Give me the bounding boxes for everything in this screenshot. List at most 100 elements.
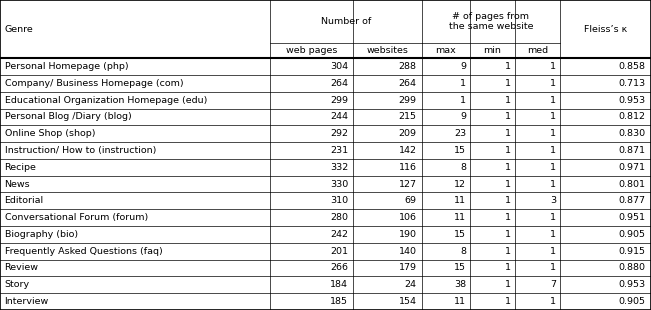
- Text: Company/ Business Homepage (com): Company/ Business Homepage (com): [5, 79, 183, 88]
- Text: 0.953: 0.953: [618, 96, 646, 105]
- Text: 304: 304: [330, 62, 348, 71]
- Text: 242: 242: [330, 230, 348, 239]
- Text: Educational Organization Homepage (edu): Educational Organization Homepage (edu): [5, 96, 207, 105]
- Text: 264: 264: [330, 79, 348, 88]
- Text: 9: 9: [460, 113, 466, 122]
- Text: 1: 1: [550, 297, 556, 306]
- Text: 244: 244: [330, 113, 348, 122]
- Text: 185: 185: [330, 297, 348, 306]
- Text: 1: 1: [550, 264, 556, 272]
- Text: 1: 1: [460, 96, 466, 105]
- Text: 332: 332: [330, 163, 348, 172]
- Text: 0.877: 0.877: [619, 196, 646, 205]
- Text: 184: 184: [330, 280, 348, 289]
- Text: 1: 1: [505, 264, 511, 272]
- Text: 1: 1: [550, 96, 556, 105]
- Text: 142: 142: [398, 146, 417, 155]
- Text: web pages: web pages: [286, 46, 337, 55]
- Text: Conversational Forum (forum): Conversational Forum (forum): [5, 213, 148, 222]
- Text: 116: 116: [398, 163, 417, 172]
- Text: Story: Story: [5, 280, 30, 289]
- Text: 15: 15: [454, 264, 466, 272]
- Text: 127: 127: [398, 179, 417, 188]
- Text: 15: 15: [454, 146, 466, 155]
- Text: 9: 9: [460, 62, 466, 71]
- Text: # of pages from: # of pages from: [452, 12, 529, 21]
- Text: 12: 12: [454, 179, 466, 188]
- Text: 1: 1: [505, 247, 511, 256]
- Text: 0.871: 0.871: [619, 146, 646, 155]
- Text: 264: 264: [398, 79, 417, 88]
- Text: 1: 1: [505, 230, 511, 239]
- Text: 209: 209: [398, 129, 417, 138]
- Text: 1: 1: [550, 230, 556, 239]
- Text: 0.953: 0.953: [618, 280, 646, 289]
- Text: 11: 11: [454, 297, 466, 306]
- Text: 11: 11: [454, 196, 466, 205]
- Text: 1: 1: [550, 113, 556, 122]
- Text: 0.905: 0.905: [619, 297, 646, 306]
- Text: 1: 1: [505, 129, 511, 138]
- Text: 1: 1: [505, 62, 511, 71]
- Text: 0.713: 0.713: [618, 79, 646, 88]
- Text: 38: 38: [454, 280, 466, 289]
- Text: 179: 179: [398, 264, 417, 272]
- Text: max: max: [436, 46, 456, 55]
- Text: 8: 8: [460, 163, 466, 172]
- Text: 0.971: 0.971: [619, 163, 646, 172]
- Text: 0.812: 0.812: [619, 113, 646, 122]
- Text: Number of: Number of: [321, 17, 371, 26]
- Text: 1: 1: [505, 213, 511, 222]
- Text: 1: 1: [550, 146, 556, 155]
- Text: 140: 140: [398, 247, 417, 256]
- Text: 1: 1: [505, 297, 511, 306]
- Text: 299: 299: [398, 96, 417, 105]
- Text: 15: 15: [454, 230, 466, 239]
- Text: Online Shop (shop): Online Shop (shop): [5, 129, 95, 138]
- Text: Recipe: Recipe: [5, 163, 36, 172]
- Text: the same website: the same website: [449, 22, 533, 31]
- Text: 1: 1: [550, 179, 556, 188]
- Text: Interview: Interview: [5, 297, 49, 306]
- Text: 0.951: 0.951: [619, 213, 646, 222]
- Text: 0.801: 0.801: [619, 179, 646, 188]
- Text: med: med: [527, 46, 548, 55]
- Text: 299: 299: [330, 96, 348, 105]
- Text: 1: 1: [505, 113, 511, 122]
- Text: Personal Homepage (php): Personal Homepage (php): [5, 62, 128, 71]
- Text: Review: Review: [5, 264, 38, 272]
- Text: 266: 266: [330, 264, 348, 272]
- Text: 1: 1: [505, 146, 511, 155]
- Text: Genre: Genre: [5, 24, 33, 34]
- Text: 1: 1: [550, 247, 556, 256]
- Text: 310: 310: [330, 196, 348, 205]
- Text: Biography (bio): Biography (bio): [5, 230, 77, 239]
- Text: 280: 280: [330, 213, 348, 222]
- Text: 1: 1: [505, 196, 511, 205]
- Text: 1: 1: [550, 79, 556, 88]
- Text: 1: 1: [460, 79, 466, 88]
- Text: 3: 3: [550, 196, 556, 205]
- Text: 1: 1: [505, 96, 511, 105]
- Text: 69: 69: [405, 196, 417, 205]
- Text: 0.830: 0.830: [618, 129, 646, 138]
- Text: 330: 330: [330, 179, 348, 188]
- Text: 1: 1: [505, 280, 511, 289]
- Text: 23: 23: [454, 129, 466, 138]
- Text: 1: 1: [505, 179, 511, 188]
- Text: 215: 215: [398, 113, 417, 122]
- Text: 1: 1: [550, 129, 556, 138]
- Text: 0.915: 0.915: [619, 247, 646, 256]
- Text: Editorial: Editorial: [5, 196, 44, 205]
- Text: Personal Blog /Diary (blog): Personal Blog /Diary (blog): [5, 113, 132, 122]
- Text: 201: 201: [330, 247, 348, 256]
- Text: 1: 1: [550, 213, 556, 222]
- Text: Frequently Asked Questions (faq): Frequently Asked Questions (faq): [5, 247, 162, 256]
- Text: 154: 154: [398, 297, 417, 306]
- Text: 231: 231: [330, 146, 348, 155]
- Text: 1: 1: [550, 163, 556, 172]
- Text: 190: 190: [398, 230, 417, 239]
- Text: 0.905: 0.905: [619, 230, 646, 239]
- Text: Instruction/ How to (instruction): Instruction/ How to (instruction): [5, 146, 156, 155]
- Text: min: min: [484, 46, 501, 55]
